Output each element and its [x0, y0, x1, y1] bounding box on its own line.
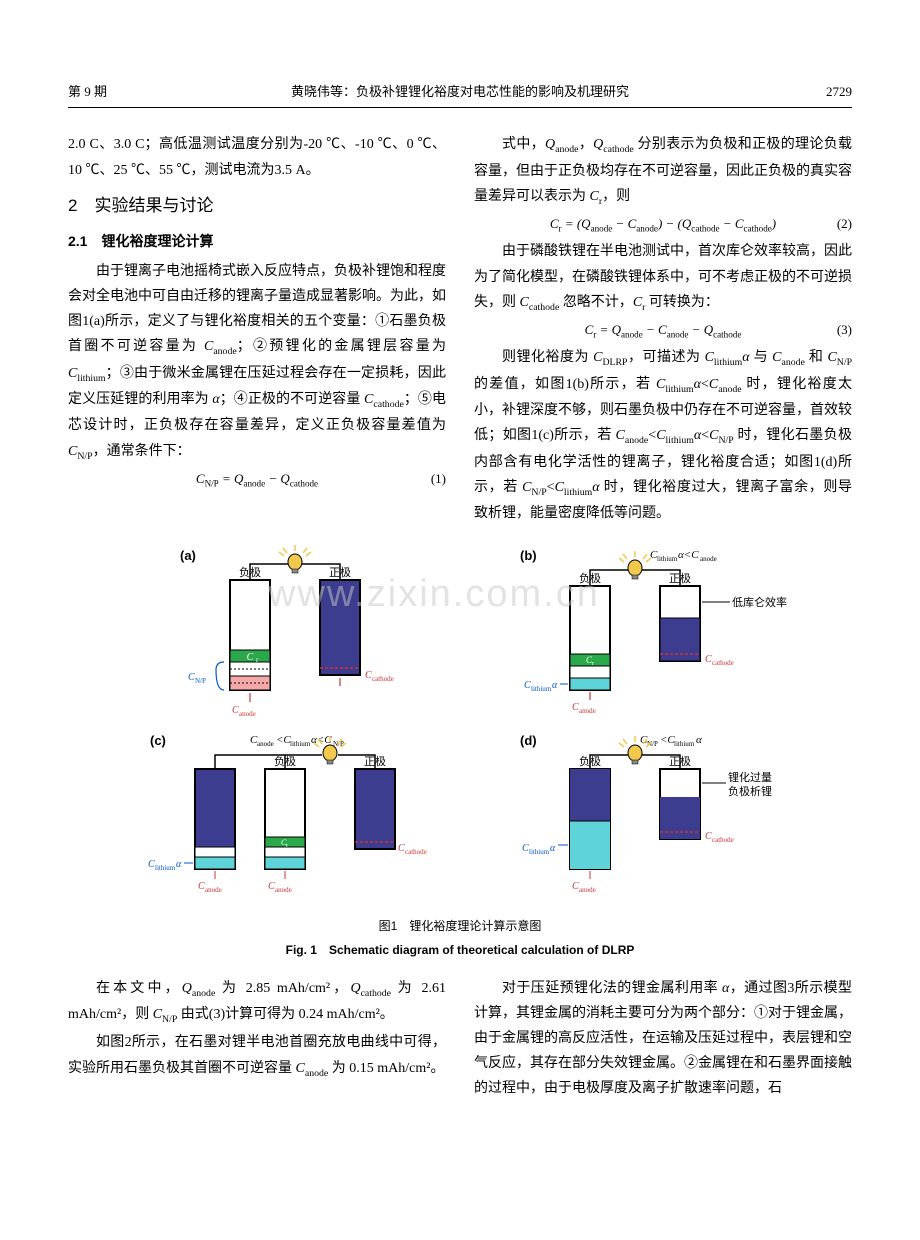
svg-text:anode: anode [205, 886, 222, 894]
svg-text:负极: 负极 [579, 754, 601, 768]
svg-text:lithium: lithium [531, 685, 552, 693]
svg-text:C: C [268, 881, 275, 892]
figure-1-svg: (a) 负极 Cr 正极 CN/P [90, 540, 830, 910]
svg-text:cathode: cathode [712, 836, 734, 844]
svg-text:(a): (a) [180, 548, 196, 563]
equation-3: Cr = Qanode − Canode − Qcathode (3) [474, 318, 852, 343]
svg-text:(c): (c) [150, 733, 166, 748]
svg-text:C: C [188, 672, 195, 683]
eq3-num: (3) [837, 318, 852, 341]
svg-text:α: α [550, 843, 556, 854]
fig1-caption-cn: 图1 锂化裕度理论计算示意图 [68, 916, 852, 938]
para-alpha: 对于压延预锂化法的锂金属利用率 α，通过图3所示模型计算，其锂金属的消耗主要可分… [474, 976, 852, 1102]
svg-text:lithium: lithium [657, 555, 678, 563]
equation-1: CN/P = Qanode − Qcathode (1) [68, 467, 446, 492]
svg-text:C: C [522, 843, 529, 854]
svg-text:lithium: lithium [155, 864, 176, 872]
svg-text:cathode: cathode [712, 659, 734, 667]
para-qvalues: 在本文中，Qanode 为 2.85 mAh/cm²，Qcathode 为 2.… [68, 976, 446, 1029]
eq1-num: (1) [431, 467, 446, 490]
svg-text:C: C [247, 652, 254, 663]
para-rate-temp: 2.0 C、3.0 C；高低温测试温度分别为-20 ℃、-10 ℃、0 ℃、10… [68, 132, 446, 182]
svg-text:lithium: lithium [529, 848, 550, 856]
svg-text:锂化过量: 锂化过量 [728, 770, 772, 784]
svg-text:anode: anode [700, 555, 717, 563]
svg-text:C: C [232, 705, 239, 716]
svg-text:r: r [592, 661, 594, 667]
fig1-caption-en: Fig. 1 Schematic diagram of theoretical … [68, 940, 852, 962]
svg-text:C: C [148, 859, 155, 870]
svg-text:cathode: cathode [372, 675, 394, 683]
svg-text:α<C: α<C [678, 549, 699, 561]
header-page: 2729 [752, 80, 852, 103]
svg-text:正极: 正极 [329, 565, 351, 579]
svg-text:负极: 负极 [274, 754, 296, 768]
svg-text:anode: anode [257, 740, 274, 748]
svg-text:负极析锂: 负极析锂 [728, 784, 772, 798]
svg-text:lithium: lithium [674, 740, 695, 748]
svg-text:负极: 负极 [239, 565, 261, 579]
svg-text:C: C [524, 680, 531, 691]
page-header: 第 9 期 黄晓伟等：负极补锂锂化裕度对电芯性能的影响及机理研究 2729 [68, 80, 852, 108]
svg-text:α: α [552, 680, 558, 691]
para-fig2-ref: 如图2所示，在石墨对锂半电池首圈充放电曲线中可得，实验所用石墨负极其首圈不可逆容… [68, 1030, 446, 1082]
svg-text:(d): (d) [520, 733, 537, 748]
svg-text:α: α [176, 859, 182, 870]
svg-text:正极: 正极 [669, 571, 691, 585]
svg-text:lithium: lithium [290, 740, 311, 748]
subsection-21-title: 2.1 锂化裕度理论计算 [68, 229, 446, 254]
para-qdef: 式中，Qanode，Qcathode 分别表示为负极和正极的理论负载容量，但由于… [474, 132, 852, 210]
svg-text:正极: 正极 [364, 754, 386, 768]
equation-2: Cr = (Qanode − Canode) − (Qcathode − Cca… [474, 212, 852, 237]
svg-text:C: C [198, 881, 205, 892]
svg-text:低库仑效率: 低库仑效率 [732, 595, 787, 609]
para-dlrp-def: 由于锂离子电池摇椅式嵌入反应特点，负极补锂饱和程度会对全电池中可自由迁移的锂离子… [68, 259, 446, 465]
svg-text:C: C [705, 831, 712, 842]
svg-text:正极: 正极 [669, 754, 691, 768]
svg-text:anode: anode [275, 886, 292, 894]
header-issue: 第 9 期 [68, 80, 168, 103]
svg-text:C: C [572, 702, 579, 713]
svg-text:C: C [572, 881, 579, 892]
svg-text:(b): (b) [520, 548, 537, 563]
svg-text:C: C [365, 670, 372, 681]
svg-text:cathode: cathode [405, 848, 427, 856]
svg-text:C: C [705, 654, 712, 665]
header-title: 黄晓伟等：负极补锂锂化裕度对电芯性能的影响及机理研究 [168, 80, 752, 103]
para-lfp-simplify: 由于磷酸铁锂在半电池测试中，首次库仑效率较高，因此为了简化模型，在磷酸铁锂体系中… [474, 239, 852, 316]
svg-text:r: r [286, 843, 288, 849]
svg-text:C: C [398, 843, 405, 854]
para-dlrp-cases: 则锂化裕度为 CDLRP，可描述为 Clithiumα 与 Canode 和 C… [474, 345, 852, 526]
section-2-title: 2 实验结果与讨论 [68, 191, 446, 222]
figure-1: www.zixin.com.cn (a) [68, 540, 852, 961]
main-content: 2.0 C、3.0 C；高低温测试温度分别为-20 ℃、-10 ℃、0 ℃、10… [68, 132, 852, 1101]
svg-text:N/P: N/P [195, 677, 206, 685]
svg-text:anode: anode [579, 886, 596, 894]
eq2-num: (2) [837, 212, 852, 235]
svg-text:α: α [696, 734, 702, 746]
svg-text:anode: anode [579, 707, 596, 715]
svg-text:负极: 负极 [579, 571, 601, 585]
svg-text:anode: anode [239, 710, 256, 718]
